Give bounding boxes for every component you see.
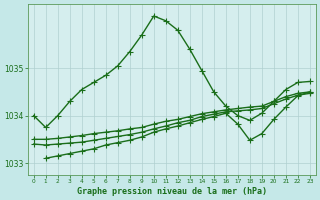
X-axis label: Graphe pression niveau de la mer (hPa): Graphe pression niveau de la mer (hPa) xyxy=(77,187,267,196)
